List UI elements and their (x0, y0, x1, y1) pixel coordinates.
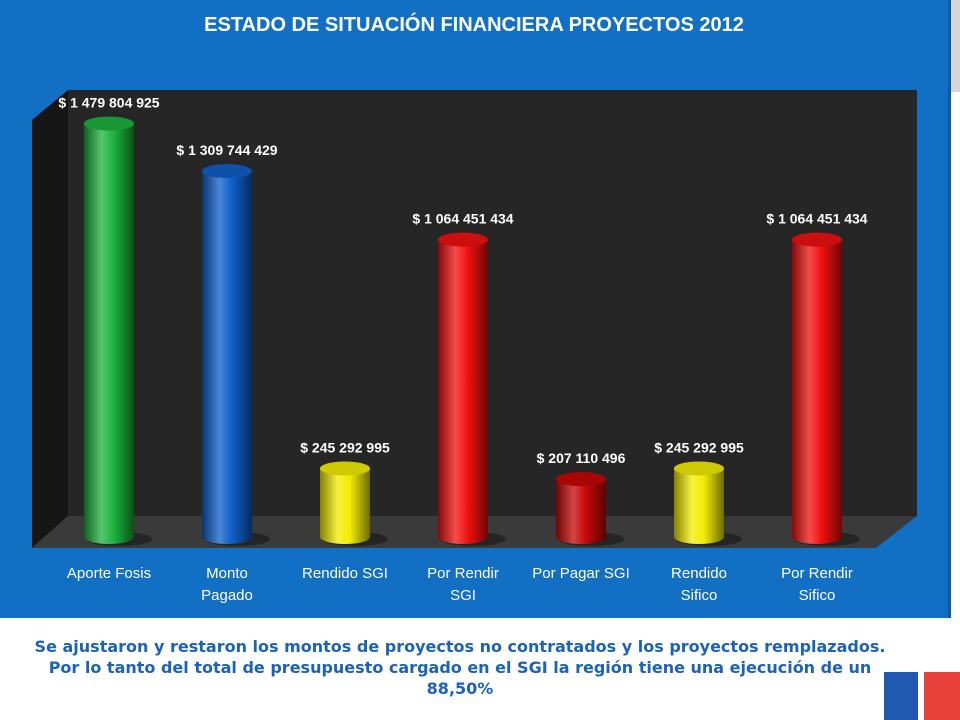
footnote-text: Se ajustaron y restaron los montos de pr… (34, 637, 886, 698)
chart-title: ESTADO DE SITUACIÓN FINANCIERA PROYECTOS… (204, 14, 744, 36)
category-label: Rendido SGI (302, 565, 388, 582)
bar-body (674, 468, 724, 544)
value-label: $ 1 479 804 925 (58, 95, 159, 111)
value-label: $ 245 292 995 (300, 439, 390, 455)
bar-body (556, 479, 606, 544)
category-label: Por Rendir (427, 565, 499, 582)
plot-side-wall (32, 90, 68, 548)
bar-body (202, 171, 252, 544)
category-label: SGI (450, 587, 476, 604)
category-label: Sifico (681, 587, 718, 604)
bar-top (84, 116, 134, 131)
category-labels-group: Aporte Fosis Monto Pagado Rendido SGI Por Re… (67, 565, 853, 604)
bar-top (674, 461, 724, 476)
category-label: Aporte Fosis (67, 565, 151, 582)
value-label: $ 1 064 451 434 (766, 211, 867, 227)
category-label: Pagado (201, 587, 253, 604)
bar-body (438, 239, 488, 544)
value-labels-group: $ 1 479 804 925 $ 1 309 744 429 $ 245 292 … (58, 95, 867, 467)
bars-group (84, 116, 860, 546)
category-label: Sifico (799, 587, 836, 604)
bar-body (320, 468, 370, 544)
category-label: Rendido (671, 565, 727, 582)
bar-top (438, 232, 488, 247)
bar-body (792, 239, 842, 544)
bar-top (202, 164, 252, 179)
value-label: $ 1 064 451 434 (412, 211, 513, 227)
value-label: $ 207 110 496 (537, 450, 626, 466)
panel-edge (948, 0, 951, 618)
bar-top (556, 472, 606, 487)
plot-back-wall (68, 90, 917, 516)
bar-chart: $ 1 479 804 925 $ 1 309 744 429 $ 245 292 … (32, 90, 917, 604)
category-label: Por Pagar SGI (532, 565, 630, 582)
bar-body (84, 123, 134, 544)
value-label: $ 1 309 744 429 (176, 142, 277, 158)
side-strip (951, 0, 960, 92)
value-label: $ 245 292 995 (654, 439, 744, 455)
category-label: Monto (206, 565, 248, 582)
category-label: Por Rendir (781, 565, 853, 582)
chile-flag-logo (884, 672, 960, 720)
bar-top (320, 461, 370, 476)
bar-top (792, 232, 842, 247)
